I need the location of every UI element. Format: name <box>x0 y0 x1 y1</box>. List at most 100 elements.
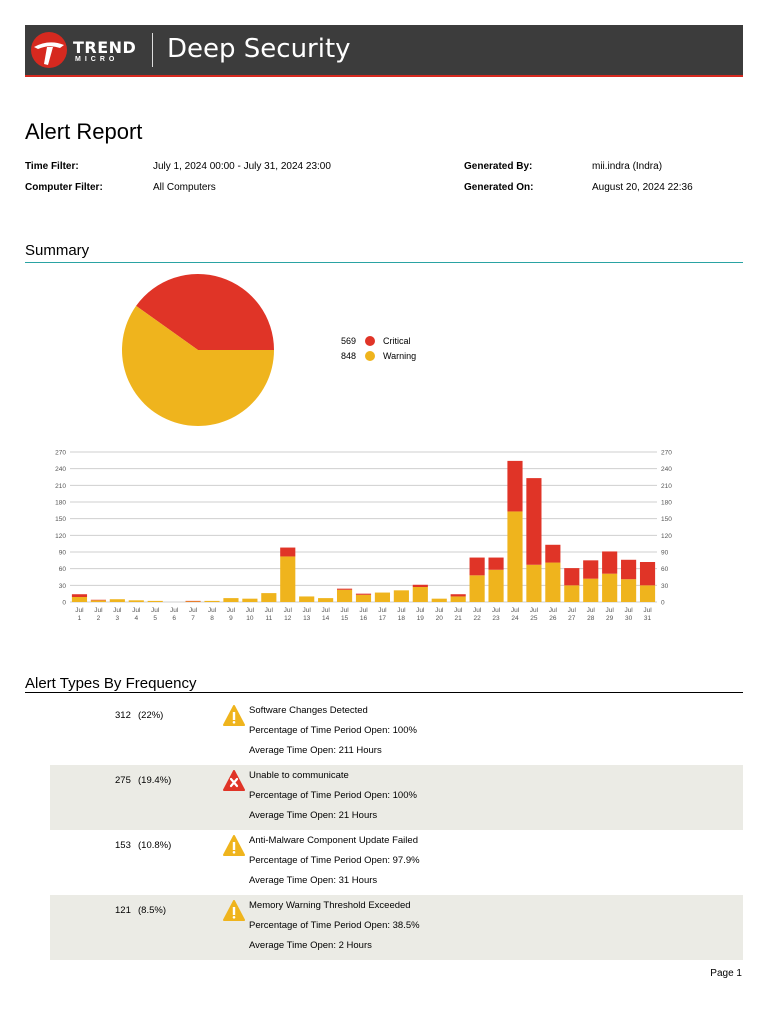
alert-name: Anti-Malware Component Update Failed <box>249 835 418 846</box>
x-tick-month: Jul <box>113 607 122 614</box>
alert-type-row: 312 (22%) Software Changes Detected Perc… <box>50 700 743 765</box>
x-tick-day: 10 <box>246 615 254 622</box>
alert-percentage: (22%) <box>138 710 164 721</box>
y-tick-label-right: 150 <box>661 516 672 523</box>
time-filter-label: Time Filter: <box>25 161 79 172</box>
x-tick-day: 7 <box>191 615 195 622</box>
x-tick-month: Jul <box>511 607 520 614</box>
bar-warning <box>355 594 372 602</box>
x-tick-day: 9 <box>229 615 233 622</box>
x-tick-day: 17 <box>379 615 387 622</box>
summary-heading: Summary <box>25 242 90 259</box>
x-tick-day: 25 <box>530 615 538 622</box>
computer-filter-value: All Computers <box>153 182 216 193</box>
alert-name: Unable to communicate <box>249 770 349 781</box>
warning-icon <box>223 705 245 726</box>
bar-critical <box>280 547 296 557</box>
x-tick-month: Jul <box>189 607 198 614</box>
y-tick-label: 270 <box>55 450 66 457</box>
bar-warning <box>488 569 504 602</box>
bar-critical <box>583 560 599 579</box>
y-tick-label: 90 <box>59 550 67 557</box>
x-tick-month: Jul <box>568 607 577 614</box>
pie-slice-critical <box>136 274 274 350</box>
bar-warning <box>71 597 88 602</box>
bar-warning <box>639 585 656 602</box>
x-tick-day: 18 <box>398 615 406 622</box>
bar-warning <box>564 585 580 602</box>
page-number: Page 1 <box>710 968 742 979</box>
alert-period-open: Percentage of Time Period Open: 38.5% <box>249 920 420 931</box>
bar-critical <box>71 594 88 597</box>
x-tick-month: Jul <box>416 607 425 614</box>
x-tick-day: 5 <box>153 615 157 622</box>
legend-warning-swatch <box>365 351 375 361</box>
legend-warning: 848 Warning <box>341 351 416 361</box>
bar-warning <box>393 590 409 602</box>
bar-warning <box>109 599 125 602</box>
alert-name: Memory Warning Threshold Exceeded <box>249 900 411 911</box>
x-tick-month: Jul <box>397 607 406 614</box>
x-tick-month: Jul <box>530 607 539 614</box>
bar-warning <box>507 511 523 602</box>
alert-name: Software Changes Detected <box>249 705 368 716</box>
bar-critical <box>564 568 580 586</box>
x-tick-day: 27 <box>568 615 576 622</box>
y-tick-label: 210 <box>55 483 66 490</box>
computer-filter-label: Computer Filter: <box>25 182 103 193</box>
summary-rule <box>25 262 743 263</box>
x-tick-day: 12 <box>284 615 292 622</box>
x-tick-month: Jul <box>170 607 179 614</box>
bar-warning <box>450 596 466 602</box>
x-tick-day: 6 <box>172 615 176 622</box>
bar-warning <box>583 578 599 602</box>
x-tick-month: Jul <box>378 607 387 614</box>
y-tick-label-right: 210 <box>661 483 672 490</box>
x-tick-day: 24 <box>511 615 519 622</box>
bar-warning <box>336 589 353 602</box>
bar-critical <box>507 460 523 512</box>
x-tick-month: Jul <box>151 607 160 614</box>
generated-on-value: August 20, 2024 22:36 <box>592 182 693 193</box>
alert-type-row: 121 (8.5%) Memory Warning Threshold Exce… <box>50 895 743 960</box>
y-tick-label-right: 270 <box>661 450 672 457</box>
error-icon <box>223 770 245 791</box>
x-tick-month: Jul <box>94 607 103 614</box>
y-tick-label: 150 <box>55 516 66 523</box>
x-tick-day: 13 <box>303 615 311 622</box>
x-tick-day: 19 <box>417 615 425 622</box>
alert-period-open: Percentage of Time Period Open: 97.9% <box>249 855 420 866</box>
x-tick-day: 20 <box>436 615 444 622</box>
alert-count: 153 <box>115 840 131 851</box>
x-tick-day: 8 <box>210 615 214 622</box>
bar-warning <box>128 600 144 602</box>
y-tick-label: 240 <box>55 466 66 473</box>
bar-critical <box>526 478 542 565</box>
generated-by-label: Generated By: <box>464 161 533 172</box>
x-tick-month: Jul <box>454 607 463 614</box>
alert-count: 275 <box>115 775 131 786</box>
alert-period-open: Percentage of Time Period Open: 100% <box>249 725 417 736</box>
x-tick-day: 30 <box>625 615 633 622</box>
bar-critical <box>90 599 106 601</box>
banner-divider <box>152 33 153 67</box>
bar-warning <box>204 600 220 602</box>
y-tick-label-right: 240 <box>661 466 672 473</box>
bar-critical <box>488 557 504 570</box>
x-tick-month: Jul <box>606 607 615 614</box>
legend-critical-swatch <box>365 336 375 346</box>
x-tick-month: Jul <box>359 607 368 614</box>
bar-warning <box>545 562 561 602</box>
y-tick-label: 30 <box>59 583 67 590</box>
x-tick-day: 28 <box>587 615 595 622</box>
x-tick-month: Jul <box>208 607 217 614</box>
x-tick-month: Jul <box>284 607 293 614</box>
x-tick-month: Jul <box>587 607 596 614</box>
y-tick-label-right: 60 <box>661 566 669 573</box>
bar-critical <box>602 551 618 574</box>
x-tick-day: 29 <box>606 615 614 622</box>
generated-on-label: Generated On: <box>464 182 534 193</box>
bar-critical <box>639 562 656 586</box>
y-tick-label-right: 0 <box>661 600 665 607</box>
bar-warning <box>299 596 315 602</box>
